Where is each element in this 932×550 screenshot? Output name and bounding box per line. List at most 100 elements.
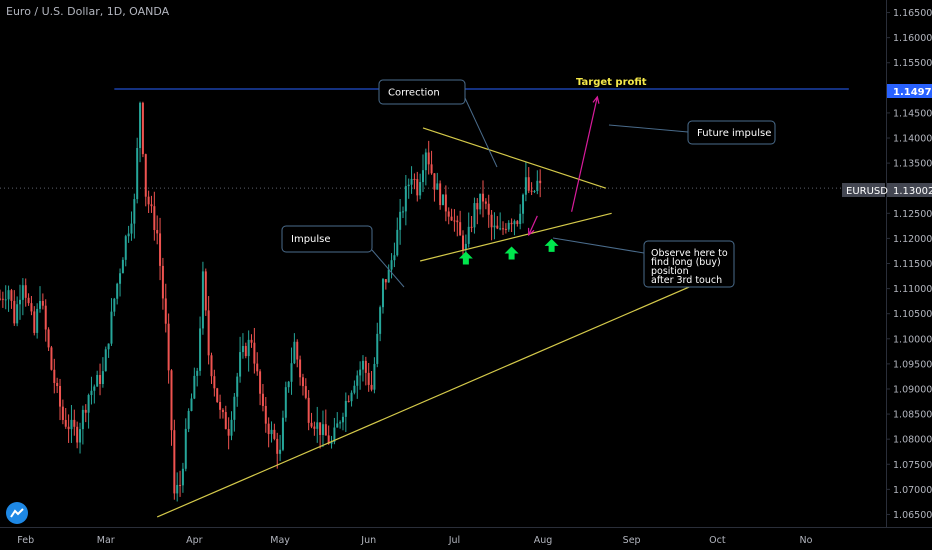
candle-body bbox=[510, 222, 513, 225]
price-tick-label: 1.16000 bbox=[893, 33, 932, 44]
candle-body bbox=[484, 201, 487, 204]
candle-body bbox=[153, 206, 156, 231]
candle-body bbox=[516, 221, 519, 225]
candle-body bbox=[450, 216, 453, 221]
candle-body bbox=[533, 191, 536, 193]
candle-body bbox=[407, 184, 410, 187]
candle-body bbox=[204, 271, 207, 311]
candle-body bbox=[236, 376, 239, 397]
candle-body bbox=[230, 419, 233, 436]
candle-body bbox=[99, 374, 102, 385]
candle-body bbox=[459, 222, 462, 236]
candle-body bbox=[50, 347, 53, 370]
candle-body bbox=[424, 152, 427, 171]
candle-body bbox=[319, 422, 322, 435]
price-tick-label: 1.07000 bbox=[893, 485, 932, 496]
candle-body bbox=[164, 298, 167, 324]
callout-observe[interactable]: Observe here to find long (buy) position… bbox=[552, 237, 735, 288]
candle-body bbox=[299, 359, 302, 378]
candle-body bbox=[473, 203, 476, 228]
candle-body bbox=[96, 374, 99, 387]
candle-body bbox=[21, 285, 24, 300]
candle-body bbox=[324, 424, 327, 436]
candle-body bbox=[301, 377, 304, 387]
candle-body bbox=[487, 203, 490, 215]
candle-body bbox=[393, 255, 396, 261]
price-tick-label: 1.07500 bbox=[893, 460, 932, 471]
candle-body bbox=[316, 422, 319, 429]
tradingview-logo-icon[interactable] bbox=[6, 502, 28, 524]
chart-title: Euro / U.S. Dollar, 1D, OANDA bbox=[6, 5, 170, 18]
candle-body bbox=[413, 178, 416, 180]
price-tick-label: 1.13500 bbox=[893, 159, 932, 170]
candle-body bbox=[219, 401, 222, 410]
time-tick-label: May bbox=[270, 535, 290, 546]
candle-body bbox=[330, 441, 333, 444]
time-tick-label: Mar bbox=[97, 535, 115, 546]
candle-body bbox=[156, 230, 159, 234]
time-tick-label: Feb bbox=[17, 535, 34, 546]
candle-body bbox=[256, 363, 259, 372]
candle-body bbox=[167, 323, 170, 371]
price-tick-label: 1.11000 bbox=[893, 284, 932, 295]
candle-body bbox=[270, 429, 273, 435]
candle-body bbox=[436, 183, 439, 190]
candle-body bbox=[47, 329, 50, 348]
candles bbox=[0, 101, 542, 502]
price-tick-label: 1.12500 bbox=[893, 209, 932, 220]
price-tick-label: 1.08500 bbox=[893, 410, 932, 421]
candle-body bbox=[456, 220, 459, 223]
candle-body bbox=[416, 179, 419, 196]
candle-body bbox=[190, 398, 193, 411]
candle-body bbox=[356, 375, 359, 386]
candle-body bbox=[284, 387, 287, 418]
candle-body bbox=[81, 409, 84, 430]
candle-body bbox=[439, 183, 442, 206]
price-axis[interactable]: 1.165001.160001.155001.150001.145001.140… bbox=[842, 0, 932, 527]
time-tick-label: Jun bbox=[360, 535, 376, 546]
candle-body bbox=[281, 417, 284, 450]
time-axis[interactable]: Feb Mar Apr May Jun Jul Aug Sep Oct No bbox=[0, 527, 932, 547]
time-tick-label: Apr bbox=[186, 535, 203, 546]
price-tick-label: 1.11500 bbox=[893, 259, 932, 270]
candle-body bbox=[147, 196, 150, 205]
observe-line-3: position bbox=[651, 266, 689, 277]
candle-body bbox=[519, 213, 522, 225]
candle-body bbox=[464, 243, 467, 250]
candle-body bbox=[133, 199, 136, 224]
long-term-support-trendline bbox=[156, 275, 715, 518]
time-tick-label: Oct bbox=[709, 535, 726, 546]
candle-body bbox=[4, 299, 7, 301]
candle-body bbox=[453, 220, 456, 222]
buy-arrow-icon bbox=[504, 246, 519, 260]
candle-body bbox=[410, 178, 413, 185]
candle-body bbox=[113, 298, 116, 312]
current-price-label: 1.13002 bbox=[893, 186, 932, 197]
candle-body bbox=[159, 233, 162, 266]
candle-body bbox=[130, 223, 133, 234]
candle-body bbox=[116, 283, 119, 299]
callout-future-impulse[interactable]: Future impulse bbox=[608, 120, 776, 145]
candle-body bbox=[227, 428, 230, 436]
buy-arrow-icon bbox=[544, 238, 559, 252]
retest-arrow-head bbox=[527, 227, 535, 237]
candle-body bbox=[359, 369, 362, 376]
candle-body bbox=[333, 427, 336, 442]
price-tick-label: 1.09000 bbox=[893, 384, 932, 395]
candle-body bbox=[67, 426, 70, 430]
callout-correction[interactable]: Correction bbox=[378, 79, 498, 168]
callout-impulse[interactable]: Impulse bbox=[281, 225, 405, 288]
callout-observe-text: Observe here to find long (buy) position… bbox=[651, 248, 731, 286]
candle-body bbox=[467, 226, 470, 244]
candle-body bbox=[199, 328, 202, 371]
candle-body bbox=[141, 102, 144, 155]
candle-body bbox=[327, 435, 330, 444]
price-tick-label: 1.09500 bbox=[893, 359, 932, 370]
target-profit-label: Target profit bbox=[576, 77, 647, 88]
current-price-badge bbox=[887, 183, 932, 197]
candle-body bbox=[124, 236, 127, 260]
candle-body bbox=[104, 349, 107, 372]
candle-body bbox=[530, 190, 533, 192]
target-arrow-head bbox=[592, 95, 600, 104]
